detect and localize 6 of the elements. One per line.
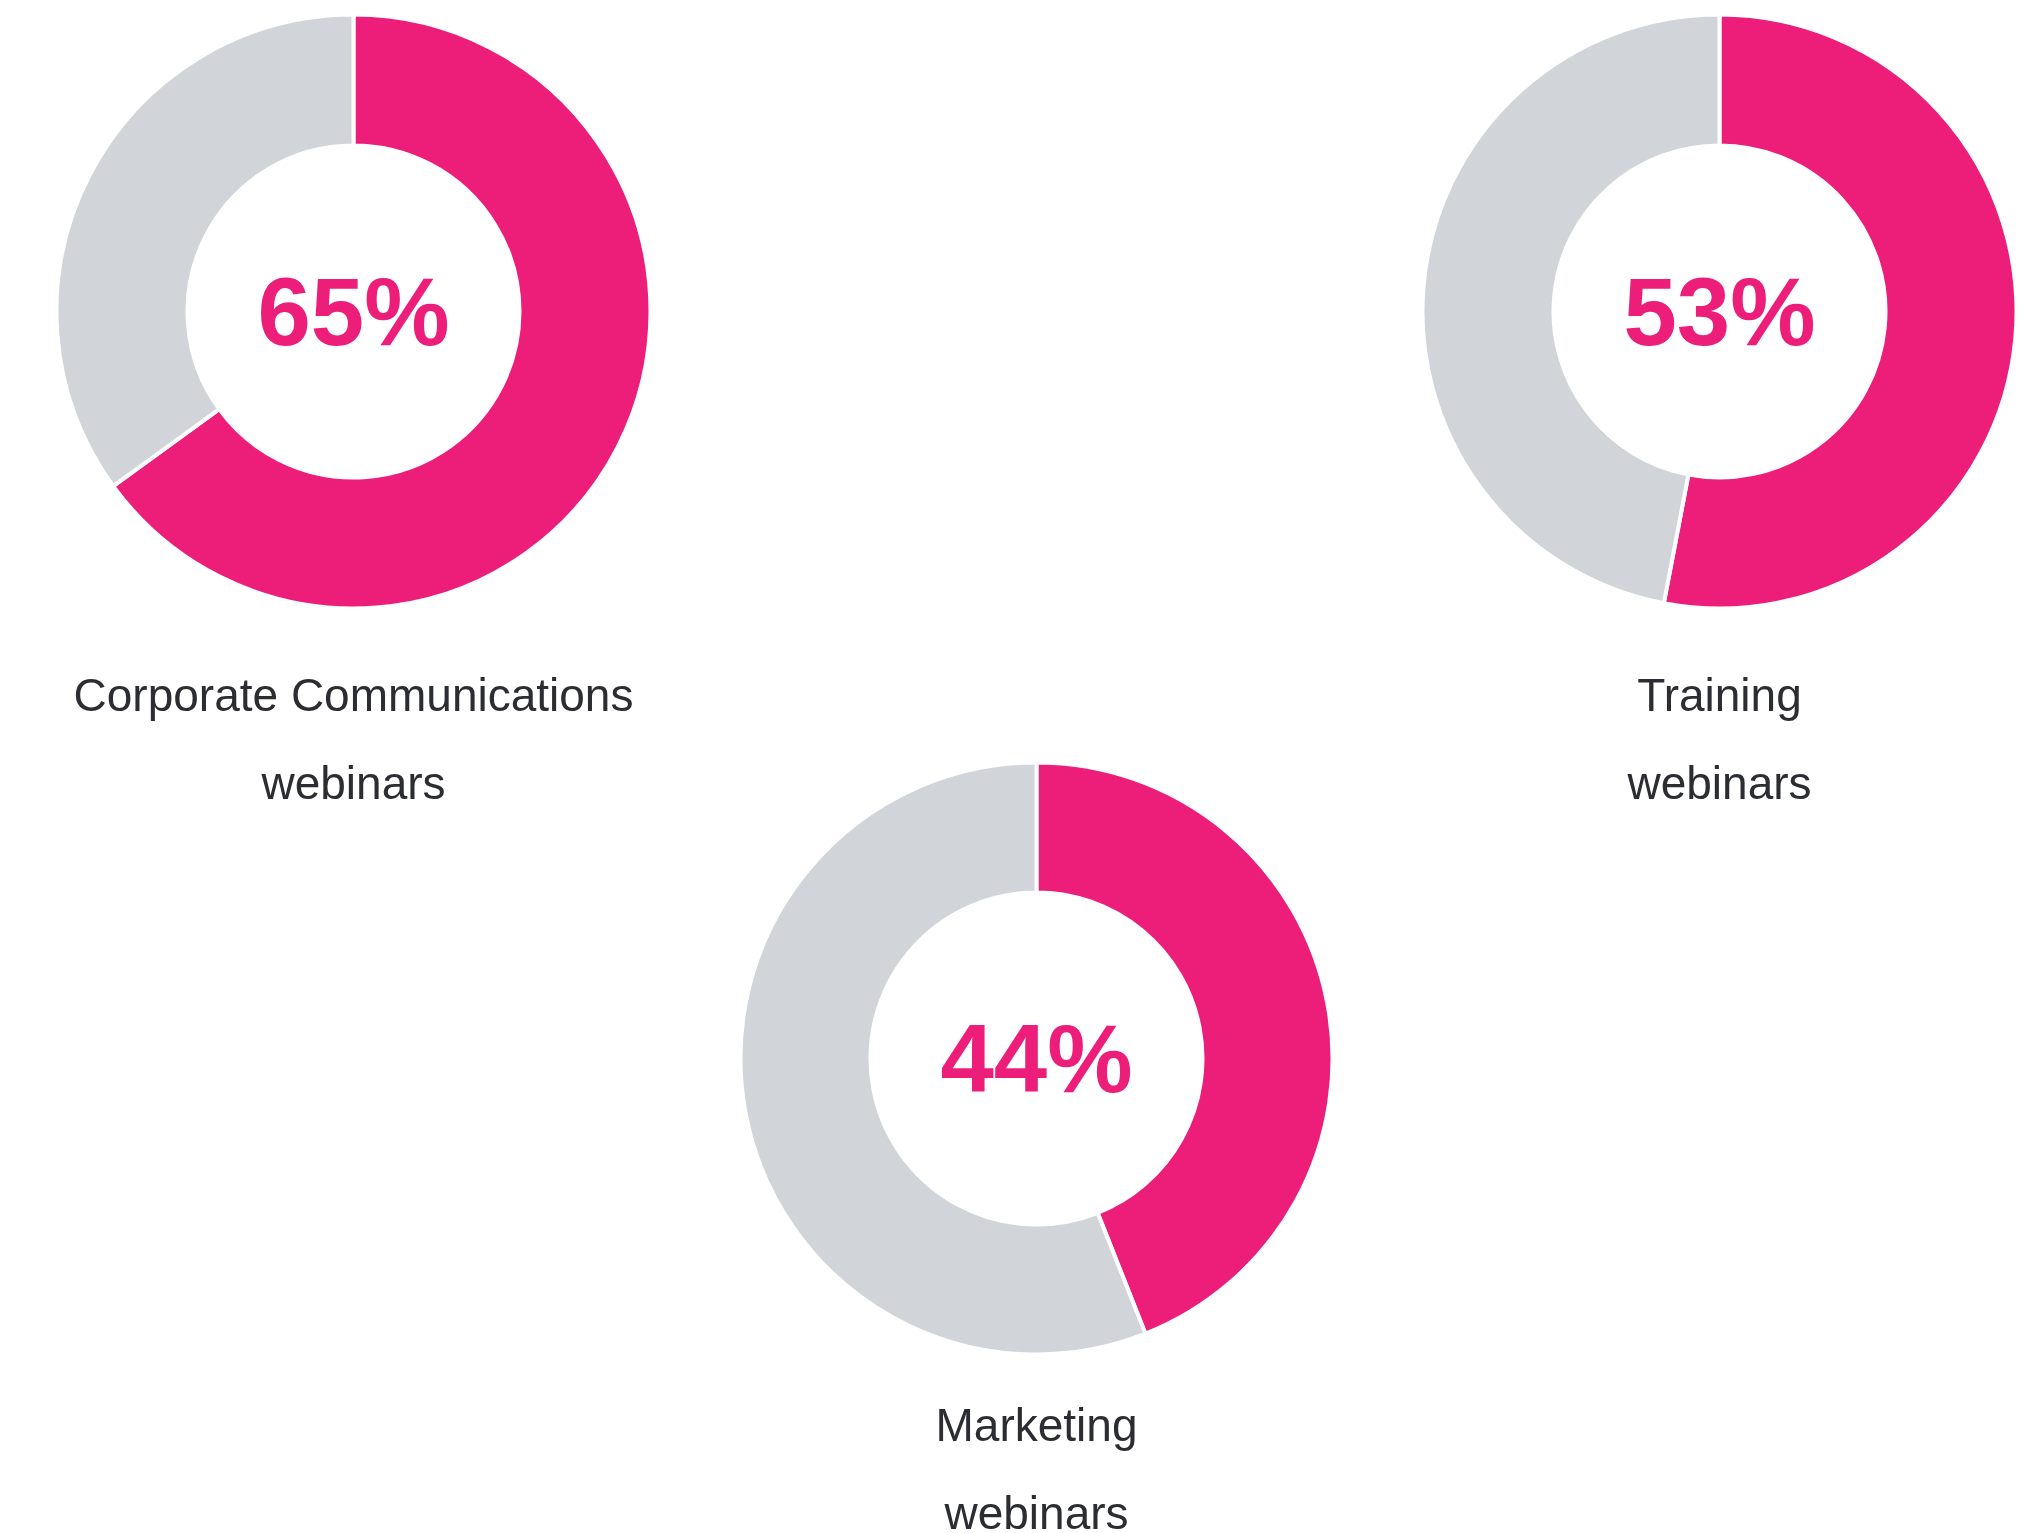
text: Corporate Communications webinars bbox=[73, 668, 634, 809]
text: 65% bbox=[257, 258, 450, 365]
text: Training webinars bbox=[1626, 668, 1812, 809]
text: 44% bbox=[940, 1005, 1133, 1112]
text: Marketing webinars bbox=[935, 1398, 1138, 1533]
text: 53% bbox=[1623, 258, 1816, 365]
